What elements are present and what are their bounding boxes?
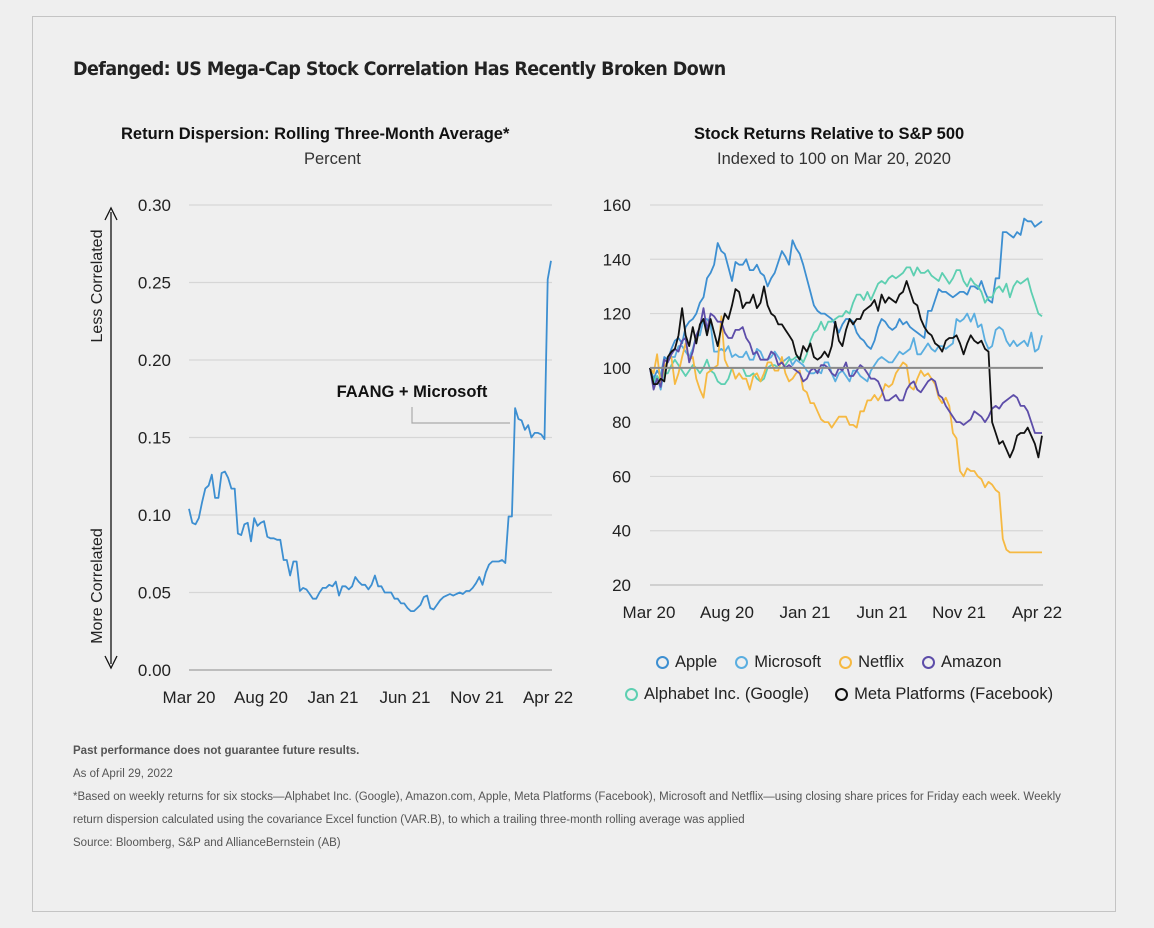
y-tick-label: 0.15: [138, 429, 171, 448]
y-tick-label: 100: [603, 359, 631, 378]
legend-circle-icon: [656, 656, 669, 669]
y-tick-label: 0.20: [138, 351, 171, 370]
legend-row-2: Alphabet Inc. (Google) Meta Platforms (Fa…: [625, 685, 1053, 704]
y-tick-label: 40: [612, 522, 631, 541]
y-tick-label: 0.00: [138, 661, 171, 680]
y-tick-label: 80: [612, 413, 631, 432]
source-note: Source: Bloomberg, S&P and AllianceBerns…: [73, 837, 341, 849]
y-tick-label: 160: [603, 196, 631, 215]
more-correlated-label: More Correlated: [89, 528, 106, 644]
left-chart-subtitle: Percent: [304, 150, 361, 168]
legend-label: Alphabet Inc. (Google): [644, 685, 810, 703]
legend-label: Meta Platforms (Facebook): [854, 685, 1054, 703]
x-tick-label: Apr 22: [523, 688, 573, 707]
legend-label: Apple: [675, 653, 718, 671]
right-chart-relative-returns: 20 40 60 80 100 120 140 160 Mar 20 Aug 20 Jan 21 Ju…: [603, 196, 1062, 622]
x-tick-label: Jan 21: [307, 688, 358, 707]
series-line-amazon: [649, 307, 1042, 434]
legend-label: Netflix: [858, 653, 904, 671]
annotation-leader-line: [411, 407, 510, 424]
legend-item: Alphabet Inc. (Google): [625, 685, 809, 704]
x-tick-label: Aug 20: [234, 688, 288, 707]
legend-row-1: Apple Microsoft Netflix Amazon: [656, 653, 1002, 672]
series-line-faang-microsoft: [188, 260, 552, 612]
disclaimer: Past performance does not guarantee futu…: [73, 745, 360, 757]
legend-circle-icon: [835, 688, 849, 701]
left-chart-dispersion: 0.00 0.05 0.10 0.15 0.20 0.25 0.30 Mar 20 Aug 20…: [89, 196, 573, 707]
x-tick-label: Jun 21: [856, 603, 907, 622]
x-tick-label: Jun 21: [379, 688, 430, 707]
y-tick-label: 0.05: [138, 584, 171, 603]
y-tick-label: 0.25: [138, 274, 171, 293]
series-line-netflix: [649, 315, 1042, 554]
less-correlated-label: Less Correlated: [89, 230, 106, 343]
series-line-microsoft: [649, 312, 1043, 391]
y-tick-label: 120: [603, 305, 631, 324]
y-tick-label: 0.10: [138, 506, 171, 525]
series-line-meta-platforms-facebook: [649, 280, 1043, 459]
x-tick-label: Nov 21: [450, 688, 504, 707]
arrow-down-icon: [104, 655, 118, 670]
series-line-alphabet-inc-google: [649, 266, 1043, 386]
legend-circle-icon: [735, 656, 749, 669]
right-chart-subtitle: Indexed to 100 on Mar 20, 2020: [717, 150, 951, 168]
series-line-apple: [649, 217, 1043, 380]
figure-title: Defanged: US Mega-Cap Stock Correlation …: [73, 58, 726, 80]
as-of-date: As of April 29, 2022: [73, 768, 173, 780]
footnotes: Past performance does not guarantee futu…: [73, 740, 1083, 855]
legend-label: Amazon: [940, 653, 1002, 671]
y-tick-label: 140: [603, 250, 631, 269]
x-tick-label: Mar 20: [163, 688, 216, 707]
x-tick-label: Jan 21: [779, 603, 830, 622]
x-tick-label: Nov 21: [932, 603, 986, 622]
left-chart-title: Return Dispersion: Rolling Three-Month A…: [121, 125, 510, 143]
arrow-up-icon: [104, 206, 118, 221]
figure-frame: [32, 16, 1116, 912]
legend-item: Apple: [656, 653, 717, 672]
y-tick-label: 0.30: [138, 196, 171, 215]
methodology-note: *Based on weekly returns for six stocks—…: [73, 791, 1061, 826]
legend-circle-icon: [839, 656, 853, 669]
legend-item: Microsoft: [735, 653, 821, 672]
x-tick-label: Aug 20: [700, 603, 754, 622]
legend-item: Meta Platforms (Facebook): [835, 685, 1053, 704]
legend-label: Microsoft: [754, 653, 822, 671]
legend-circle-icon: [921, 656, 935, 669]
legend-item: Amazon: [921, 653, 1002, 672]
right-chart-title: Stock Returns Relative to S&P 500: [694, 125, 965, 143]
annotation-label: FAANG + Microsoft: [337, 383, 488, 401]
x-tick-label: Apr 22: [1012, 603, 1062, 622]
legend-circle-icon: [625, 688, 638, 701]
x-tick-label: Mar 20: [623, 603, 676, 622]
y-tick-label: 20: [612, 576, 631, 595]
legend-item: Netflix: [839, 653, 904, 672]
y-tick-label: 60: [612, 467, 631, 486]
